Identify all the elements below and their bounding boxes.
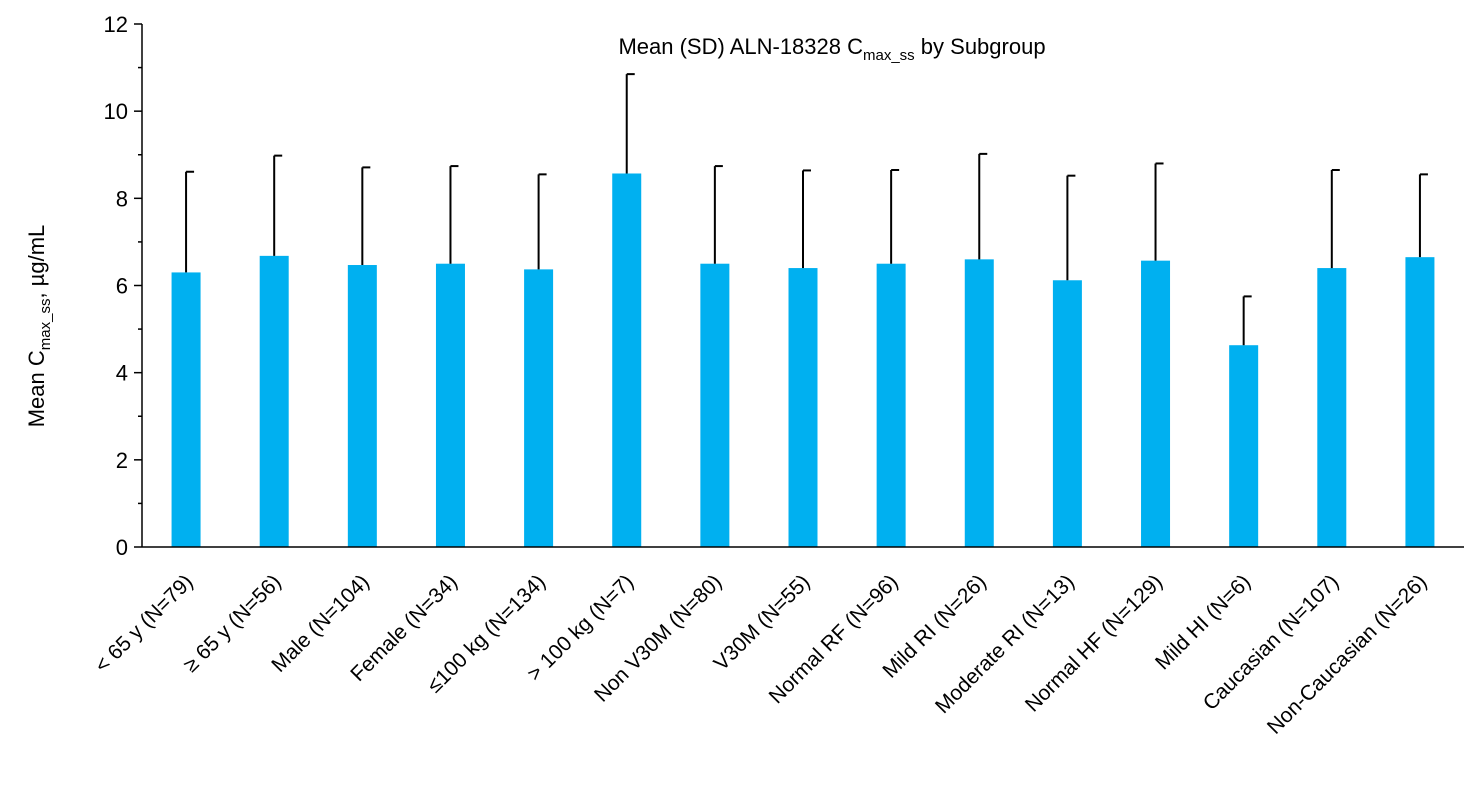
bar <box>964 259 994 547</box>
y-tick-label: 8 <box>116 186 128 211</box>
bar <box>1052 280 1082 547</box>
y-tick-label: 0 <box>116 535 128 560</box>
x-axis: < 65 y (N=79)≥ 65 y (N=56)Male (N=104)Fe… <box>91 546 1464 739</box>
y-axis-title-prefix: Mean C <box>24 350 49 427</box>
bar <box>876 263 906 547</box>
chart-title-subscript: max_ss <box>863 47 915 64</box>
y-tick-label: 4 <box>116 361 128 386</box>
bar <box>435 263 465 547</box>
plot-area <box>171 73 1435 547</box>
bar <box>700 263 730 547</box>
bar <box>1405 257 1435 547</box>
bar <box>1317 268 1347 547</box>
y-axis-title-suffix: , µg/mL <box>24 225 49 299</box>
y-axis-title: Mean Cmax_ss, µg/mL <box>24 225 54 428</box>
bar <box>612 173 642 547</box>
y-tick-label: 12 <box>104 12 128 37</box>
chart-title: Mean (SD) ALN-18328 Cmax_ss by Subgroup <box>618 34 1045 64</box>
bar <box>347 265 377 547</box>
y-axis-title-subscript: max_ss <box>37 299 54 351</box>
chart-title-prefix: Mean (SD) ALN-18328 C <box>618 34 863 59</box>
y-tick-label: 2 <box>116 448 128 473</box>
bar <box>1141 260 1171 547</box>
bar <box>1229 345 1259 547</box>
y-axis: 0 2 4 6 8 10 12 <box>104 12 143 560</box>
y-tick-label: 10 <box>104 99 128 124</box>
bar <box>171 272 201 547</box>
bar <box>788 268 818 547</box>
x-category-label: Non-Caucasian (N=26) <box>1263 570 1432 739</box>
y-tick-label: 6 <box>116 274 128 299</box>
bar <box>259 255 289 547</box>
chart-title-suffix: by Subgroup <box>915 34 1046 59</box>
bar <box>524 269 554 547</box>
